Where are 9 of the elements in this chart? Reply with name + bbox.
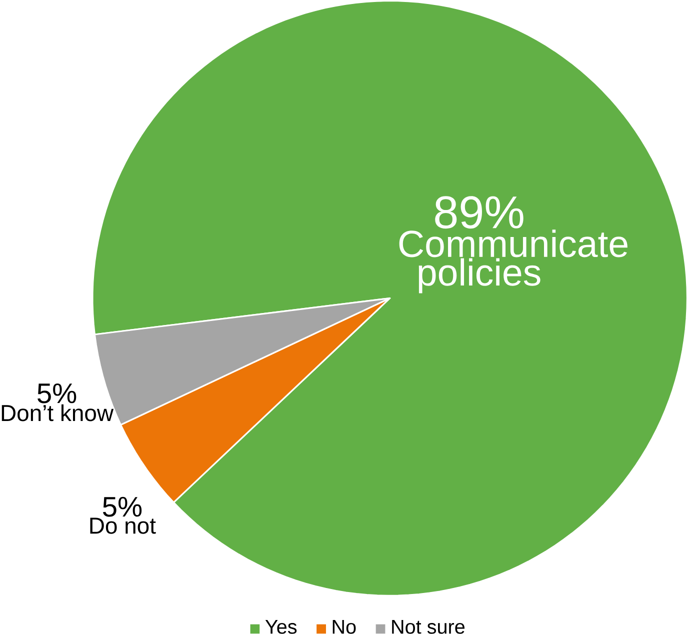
legend-label: Yes (265, 620, 297, 634)
data-label: 5% (38, 384, 76, 404)
data-label: 89% (435, 196, 524, 229)
legend-label: No (332, 620, 356, 634)
data-label: 5% (102, 496, 142, 517)
text: Communicate policies (399, 230, 628, 294)
text: Do not (90, 518, 156, 534)
text: Don’t know (2, 404, 114, 422)
legend-label: Not sure (392, 620, 465, 634)
